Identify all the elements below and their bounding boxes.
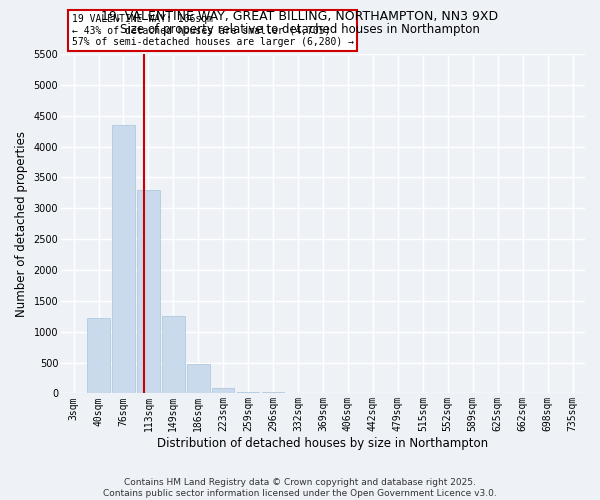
Bar [137, 190, 160, 394]
Text: 19 VALENTINE WAY: 106sqm
← 43% of detached houses are smaller (4,705)
57% of sem: 19 VALENTINE WAY: 106sqm ← 43% of detach… [71, 14, 353, 47]
Bar [212, 388, 235, 394]
Bar [262, 392, 284, 394]
Bar [237, 392, 259, 394]
Bar [162, 316, 185, 394]
Bar [87, 318, 110, 394]
Text: 19, VALENTINE WAY, GREAT BILLING, NORTHAMPTON, NN3 9XD: 19, VALENTINE WAY, GREAT BILLING, NORTHA… [101, 10, 499, 23]
Bar [187, 364, 209, 394]
Y-axis label: Number of detached properties: Number of detached properties [15, 130, 28, 316]
Text: Size of property relative to detached houses in Northampton: Size of property relative to detached ho… [120, 22, 480, 36]
Bar [112, 125, 134, 394]
X-axis label: Distribution of detached houses by size in Northampton: Distribution of detached houses by size … [157, 437, 488, 450]
Text: Contains HM Land Registry data © Crown copyright and database right 2025.
Contai: Contains HM Land Registry data © Crown c… [103, 478, 497, 498]
